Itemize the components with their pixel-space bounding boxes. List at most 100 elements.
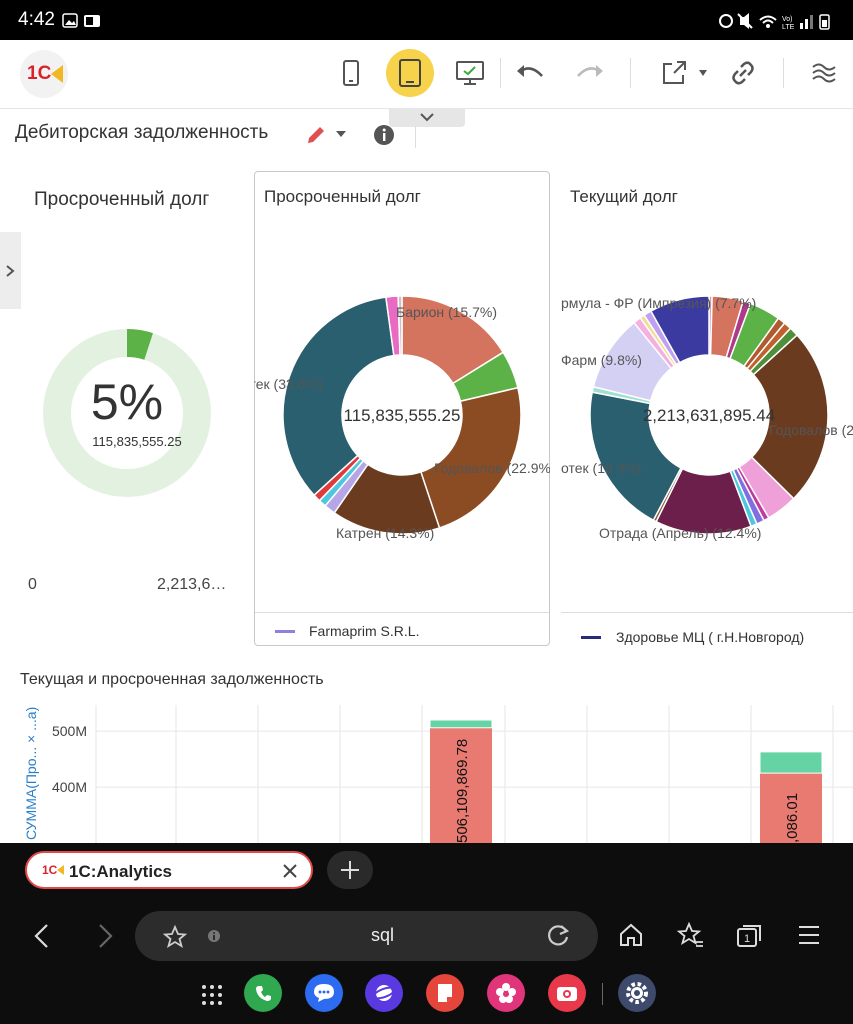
pie-slice-label: Фарм (9.8%) xyxy=(561,352,642,368)
pie-center-value: 115,835,555.25 xyxy=(344,406,461,425)
legend-divider xyxy=(255,612,549,613)
status-bar: 4:42 Vo) LTE xyxy=(0,0,853,40)
bar-segment-overdue[interactable] xyxy=(760,773,822,843)
pie-slice[interactable] xyxy=(282,296,395,497)
pie-slice-label: Годовалов (22.9%) xyxy=(434,460,550,476)
undo-icon xyxy=(517,65,543,77)
url-text: sql xyxy=(371,925,395,945)
tabs-icon[interactable]: 1 xyxy=(736,922,764,948)
side-panel-toggle[interactable] xyxy=(0,232,21,309)
pie-slice-label: Отрада (Апрель) (12.4%) xyxy=(599,525,761,541)
desktop-view-icon xyxy=(456,61,484,85)
current-pie-title: Текущий долг xyxy=(570,187,678,206)
pie-slice-label: рмула - ФР (Импрезия) (7.7%) xyxy=(561,295,756,311)
link-button[interactable] xyxy=(719,49,767,97)
export-button[interactable] xyxy=(655,49,715,97)
bar-chart[interactable]: СУММА(Про... × ...а) 500M 400M 506,109,869… xyxy=(0,700,853,843)
pie-slice[interactable] xyxy=(750,334,829,500)
gauge-chart[interactable] xyxy=(40,326,214,500)
pie-slice-label: отек (33.6%) xyxy=(254,376,323,392)
tab-label: 1C:Analytics xyxy=(69,862,172,881)
info-icon[interactable] xyxy=(373,124,395,146)
pie-slice[interactable] xyxy=(419,386,522,529)
overdue-legend-item[interactable]: Farmaprim S.R.L. xyxy=(309,623,420,639)
bookmarks-icon[interactable] xyxy=(677,922,705,948)
flower-app-icon[interactable] xyxy=(487,974,525,1012)
logo-mark-icon xyxy=(51,65,63,83)
pie-slice[interactable] xyxy=(397,295,403,356)
back-icon[interactable] xyxy=(33,923,51,949)
export-icon xyxy=(663,61,707,84)
gauge-min: 0 xyxy=(28,576,37,593)
bar-segment-current[interactable] xyxy=(759,751,823,774)
pencil-icon[interactable] xyxy=(305,124,327,146)
bar-segment-overdue[interactable] xyxy=(430,727,492,843)
status-system-icons: Vo) LTE xyxy=(719,13,830,30)
site-info-icon[interactable] xyxy=(207,929,221,943)
collapse-toolbar-handle[interactable] xyxy=(389,108,465,127)
bar-y-axis-label: СУММА(Про... × ...а) xyxy=(23,707,39,840)
overdue-pie-chart[interactable]: 115,835,555.25 Барион (15.7%) Годовалов (2… xyxy=(254,276,550,548)
camera-app-icon[interactable] xyxy=(548,974,586,1012)
pie-slice-label: отек (19.3%) xyxy=(561,460,642,476)
star-icon[interactable] xyxy=(163,925,187,948)
redo-icon xyxy=(577,65,603,77)
chat-bubble-icon xyxy=(314,984,334,1002)
browser-app-icon[interactable] xyxy=(365,974,403,1012)
notes-app-icon[interactable] xyxy=(426,974,464,1012)
overdue-pie-card[interactable] xyxy=(254,171,550,646)
address-bar[interactable]: sql xyxy=(135,911,598,961)
page-title: Дебиторская задолженность xyxy=(15,122,269,143)
chevron-right-icon xyxy=(6,265,15,277)
phone-view-icon xyxy=(343,60,359,86)
status-time: 4:42 xyxy=(18,9,55,30)
pie-slice[interactable] xyxy=(589,391,682,522)
overdue-pie-title: Просроченный долг xyxy=(264,187,421,206)
home-icon[interactable] xyxy=(618,922,644,948)
svg-text:Vo): Vo) xyxy=(782,16,793,23)
bar-value-label: 506,109,869.78 xyxy=(454,739,471,843)
settings-app-icon[interactable] xyxy=(618,974,656,1012)
toolbar-divider xyxy=(500,58,501,88)
pie-slice[interactable] xyxy=(649,295,710,364)
chevron-down-icon xyxy=(420,113,434,122)
app-grid-icon[interactable] xyxy=(200,983,224,1007)
menu-icon[interactable] xyxy=(797,924,821,946)
gauge-max: 2,213,6… xyxy=(157,576,227,593)
top-toolbar: 1C xyxy=(0,40,853,109)
forward-icon[interactable] xyxy=(96,923,114,949)
gauge-title: Просроченный долг xyxy=(34,189,210,210)
legend-swatch xyxy=(275,630,295,633)
reload-icon[interactable] xyxy=(545,923,571,949)
logo-text: 1C xyxy=(27,63,52,84)
undo-button[interactable] xyxy=(506,49,554,97)
bar-value-label: ,086.01 xyxy=(784,793,801,843)
redo-button[interactable] xyxy=(566,49,614,97)
status-notification-icons xyxy=(62,13,100,28)
tablet-view-button[interactable] xyxy=(386,49,434,97)
legend-swatch xyxy=(581,636,601,639)
note-icon xyxy=(438,984,452,1002)
close-icon[interactable] xyxy=(282,863,298,879)
y-tick-label: 400M xyxy=(52,779,87,795)
browser-chrome: 1C 1C:Analytics sql 1 xyxy=(0,843,853,1024)
phone-view-button[interactable] xyxy=(327,49,375,97)
y-tick-label: 500M xyxy=(52,723,87,739)
gauge-fill xyxy=(43,329,211,497)
phone-app-icon[interactable] xyxy=(244,974,282,1012)
edit-dropdown-icon[interactable] xyxy=(335,129,347,139)
layers-button[interactable] xyxy=(800,49,848,97)
browser-tab[interactable]: 1C 1C:Analytics xyxy=(25,851,313,889)
pie-slice-label: Катрен (14.3%) xyxy=(336,525,434,541)
desktop-view-button[interactable] xyxy=(446,49,494,97)
pie-slice-label: Барион (15.7%) xyxy=(396,304,497,320)
current-legend-item[interactable]: Здоровье МЦ ( г.Н.Новгород) xyxy=(616,629,805,645)
bar-chart-title: Текущая и просроченная задолженность xyxy=(20,671,324,688)
messages-app-icon[interactable] xyxy=(305,974,343,1012)
pie-slice-label: Годовалов (22.9 xyxy=(769,422,853,438)
bar-segment-current[interactable] xyxy=(429,719,493,729)
app-logo[interactable]: 1C xyxy=(20,50,68,98)
new-tab-button[interactable] xyxy=(327,851,373,889)
svg-text:LTE: LTE xyxy=(782,24,795,30)
